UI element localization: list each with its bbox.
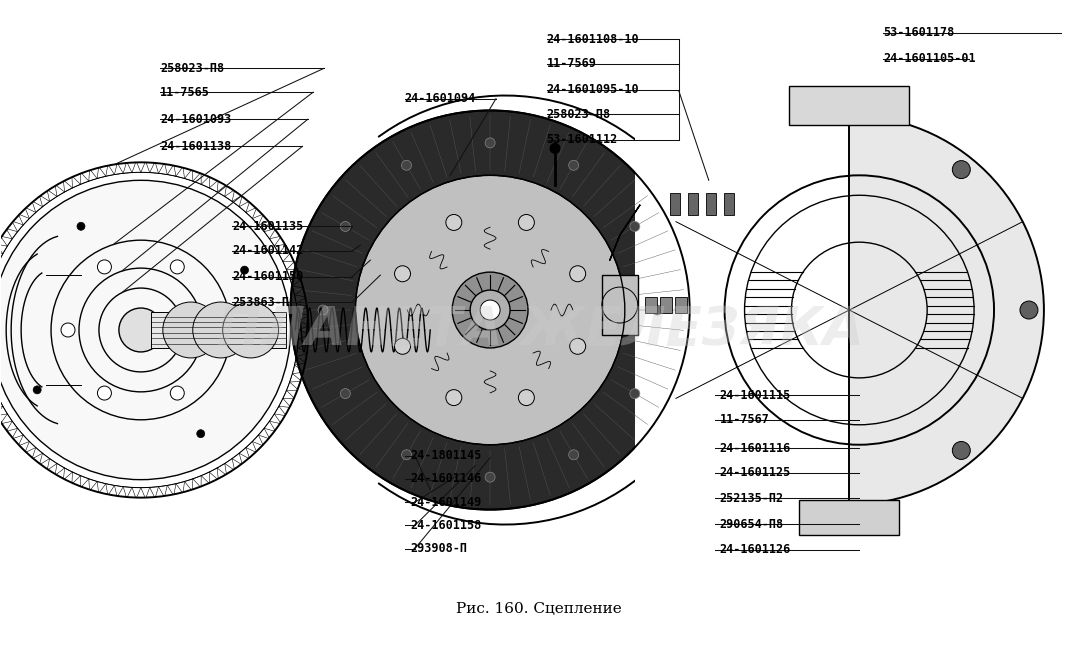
FancyBboxPatch shape (675, 297, 687, 313)
FancyBboxPatch shape (660, 297, 672, 313)
Text: 290654-П8: 290654-П8 (720, 517, 784, 530)
Circle shape (395, 266, 411, 282)
Circle shape (480, 300, 500, 320)
Circle shape (240, 266, 249, 274)
Circle shape (452, 272, 528, 348)
Text: 11-7569: 11-7569 (547, 57, 596, 70)
Circle shape (163, 302, 219, 358)
Circle shape (654, 116, 1044, 505)
Circle shape (207, 323, 221, 337)
Text: 24-1601094: 24-1601094 (404, 92, 475, 105)
Circle shape (446, 390, 461, 406)
Text: 11-7567: 11-7567 (720, 413, 770, 426)
Circle shape (395, 339, 411, 354)
FancyBboxPatch shape (800, 499, 899, 534)
Circle shape (223, 302, 278, 358)
Text: 24-1601115: 24-1601115 (720, 389, 791, 402)
Circle shape (193, 302, 249, 358)
Circle shape (170, 260, 184, 274)
Circle shape (519, 214, 535, 231)
Text: 11-7565: 11-7565 (161, 86, 210, 99)
Circle shape (341, 389, 350, 399)
Text: 24-1601108-10: 24-1601108-10 (547, 33, 639, 46)
Circle shape (401, 160, 412, 171)
Circle shape (356, 175, 625, 444)
Text: 53-1601112: 53-1601112 (547, 134, 618, 147)
Text: 24-1601126: 24-1601126 (720, 543, 791, 556)
Text: 258023-П8: 258023-П8 (547, 108, 610, 121)
Circle shape (77, 222, 85, 230)
Text: ПЛАНЕТА ЖЕЛЕЗЯКА: ПЛАНЕТА ЖЕЛЕЗЯКА (217, 304, 863, 356)
Circle shape (569, 339, 585, 354)
Circle shape (952, 161, 970, 178)
FancyBboxPatch shape (723, 193, 734, 215)
Circle shape (170, 386, 184, 400)
Text: 24-1601116: 24-1601116 (720, 442, 791, 455)
Circle shape (1020, 301, 1038, 319)
Circle shape (197, 430, 205, 438)
Text: Рис. 160. Сцепление: Рис. 160. Сцепление (456, 602, 622, 616)
FancyBboxPatch shape (688, 193, 697, 215)
Circle shape (485, 138, 495, 148)
Circle shape (0, 180, 291, 480)
Text: 53-1601178: 53-1601178 (883, 26, 954, 39)
Circle shape (97, 386, 111, 400)
Circle shape (401, 450, 412, 460)
Text: 253863-П: 253863-П (233, 296, 289, 309)
FancyBboxPatch shape (151, 312, 286, 348)
FancyBboxPatch shape (706, 193, 716, 215)
Bar (635, 96, 849, 525)
Circle shape (318, 305, 328, 315)
Text: 24-1601146: 24-1601146 (410, 472, 481, 486)
Circle shape (485, 472, 495, 482)
FancyBboxPatch shape (645, 297, 657, 313)
Text: 24-1601125: 24-1601125 (720, 466, 791, 479)
Text: 252135-П2: 252135-П2 (720, 492, 784, 505)
Text: 258023-П8: 258023-П8 (161, 62, 224, 75)
Circle shape (519, 390, 535, 406)
Circle shape (569, 160, 579, 171)
Text: 24-1601093: 24-1601093 (161, 113, 232, 126)
Circle shape (446, 214, 461, 231)
Circle shape (97, 260, 111, 274)
Circle shape (569, 266, 585, 282)
Circle shape (470, 290, 510, 330)
Text: 24-1601138: 24-1601138 (161, 140, 232, 153)
FancyBboxPatch shape (789, 85, 909, 125)
Circle shape (952, 441, 970, 459)
Circle shape (630, 389, 640, 399)
Text: 24-1601158: 24-1601158 (410, 519, 481, 532)
FancyBboxPatch shape (602, 275, 638, 335)
Circle shape (61, 323, 75, 337)
Circle shape (550, 143, 559, 153)
Text: 24-1801145: 24-1801145 (410, 449, 481, 463)
Circle shape (119, 308, 163, 352)
FancyBboxPatch shape (669, 193, 680, 215)
Circle shape (630, 222, 640, 231)
Text: 24-1601149: 24-1601149 (410, 495, 481, 508)
Text: 24-1601150: 24-1601150 (233, 270, 304, 283)
Circle shape (291, 110, 690, 510)
Circle shape (652, 305, 662, 315)
Text: 24-1601095-10: 24-1601095-10 (547, 83, 639, 96)
Circle shape (569, 450, 579, 460)
Text: 24-1601135: 24-1601135 (233, 220, 304, 233)
Circle shape (341, 222, 350, 231)
Text: 24-1601142: 24-1601142 (233, 244, 304, 257)
Text: 293908-П: 293908-П (410, 542, 467, 555)
Text: 24-1601105-01: 24-1601105-01 (883, 52, 976, 65)
Circle shape (33, 386, 41, 394)
